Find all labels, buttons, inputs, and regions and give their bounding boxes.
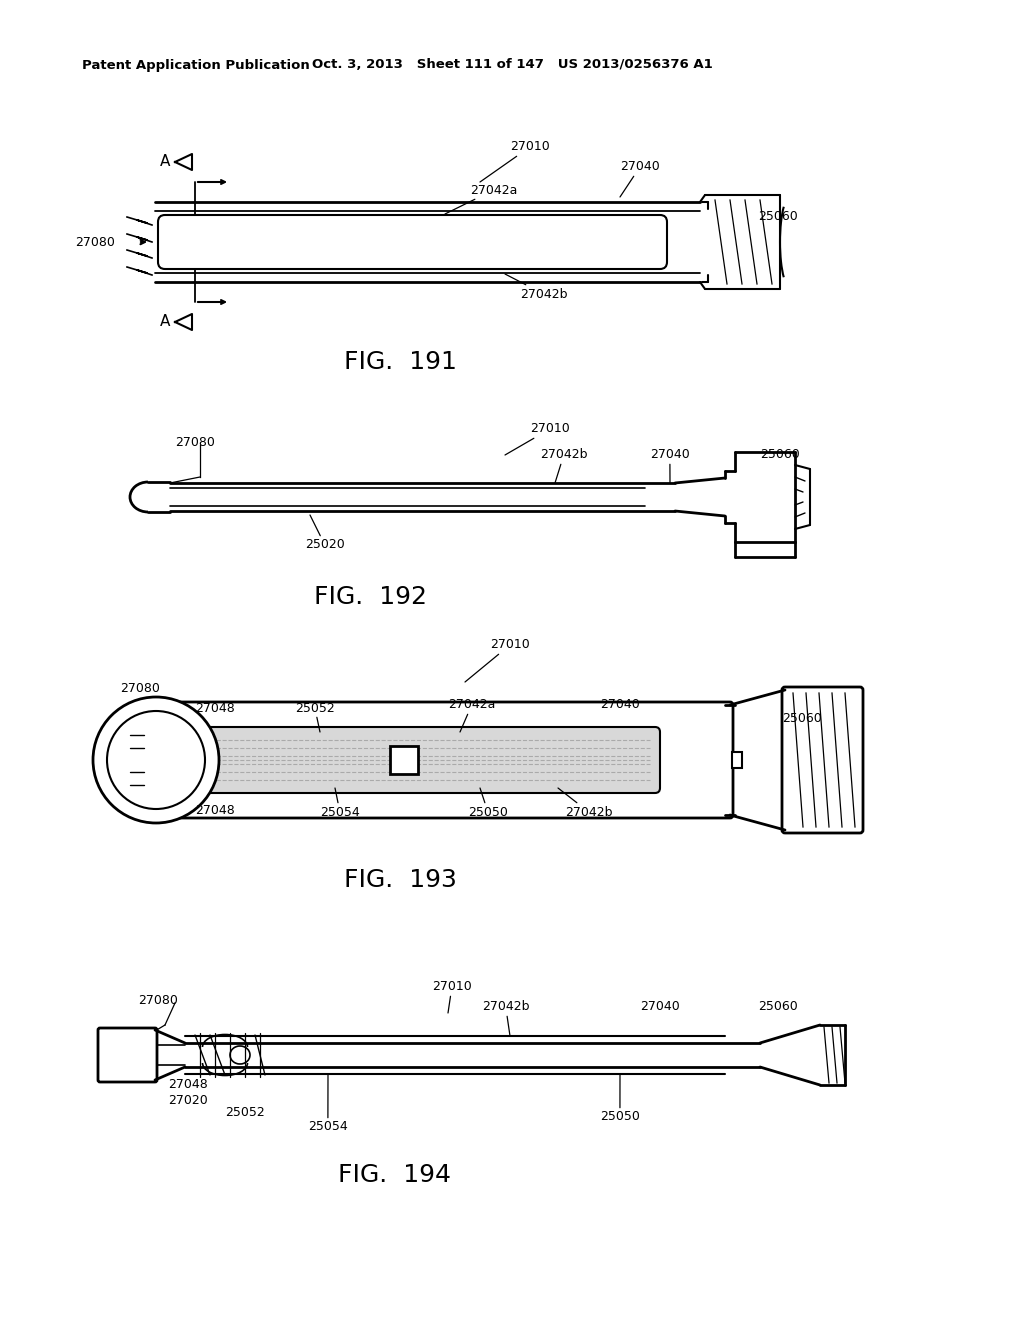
Text: 25054: 25054 <box>319 788 359 818</box>
Text: 27042b: 27042b <box>540 449 588 483</box>
Text: 27042a: 27042a <box>449 698 496 733</box>
Text: 27042b: 27042b <box>505 275 567 301</box>
Text: FIG.  193: FIG. 193 <box>344 869 457 892</box>
FancyBboxPatch shape <box>158 215 667 269</box>
Text: 25050: 25050 <box>600 1074 640 1123</box>
Text: 25052: 25052 <box>295 701 335 733</box>
FancyBboxPatch shape <box>170 727 660 793</box>
Text: FIG.  191: FIG. 191 <box>344 350 457 374</box>
Text: FIG.  192: FIG. 192 <box>313 585 427 609</box>
Text: 25060: 25060 <box>782 711 821 725</box>
Text: 25060: 25060 <box>758 210 798 223</box>
Text: 27048: 27048 <box>168 1078 208 1092</box>
Text: 25060: 25060 <box>760 449 800 462</box>
Text: 27042b: 27042b <box>558 788 612 818</box>
Bar <box>390 746 418 774</box>
Text: 27080: 27080 <box>175 436 215 449</box>
Text: 27080: 27080 <box>75 235 115 248</box>
Text: 27040: 27040 <box>650 449 690 483</box>
Text: FIG.  194: FIG. 194 <box>339 1163 452 1187</box>
Text: A: A <box>160 154 170 169</box>
Text: 27080: 27080 <box>138 994 178 1006</box>
Circle shape <box>106 711 205 809</box>
Text: 27040: 27040 <box>600 698 640 711</box>
Text: 25052: 25052 <box>225 1106 265 1119</box>
Text: 27010: 27010 <box>432 981 472 1012</box>
FancyBboxPatch shape <box>782 686 863 833</box>
Text: 27040: 27040 <box>640 1001 680 1014</box>
Text: A: A <box>160 314 170 330</box>
Text: 27042b: 27042b <box>482 1001 529 1036</box>
Circle shape <box>93 697 219 822</box>
FancyBboxPatch shape <box>98 1028 157 1082</box>
Bar <box>732 752 742 768</box>
Text: 27010: 27010 <box>465 639 529 682</box>
Text: 27040: 27040 <box>620 161 659 197</box>
Text: 27080: 27080 <box>120 681 160 694</box>
Text: Patent Application Publication: Patent Application Publication <box>82 58 309 71</box>
Text: Oct. 3, 2013   Sheet 111 of 147   US 2013/0256376 A1: Oct. 3, 2013 Sheet 111 of 147 US 2013/02… <box>311 58 713 71</box>
Text: 27048: 27048 <box>195 804 234 817</box>
Text: 25020: 25020 <box>305 515 345 552</box>
Text: 27048: 27048 <box>195 701 234 714</box>
Text: 27042a: 27042a <box>445 183 517 214</box>
Text: 27020: 27020 <box>168 1093 208 1106</box>
Text: 25060: 25060 <box>758 1001 798 1014</box>
Text: 27010: 27010 <box>505 422 569 455</box>
Text: 25061: 25061 <box>339 238 381 251</box>
Text: 25050: 25050 <box>468 788 508 818</box>
FancyBboxPatch shape <box>152 702 733 818</box>
Text: 27010: 27010 <box>480 140 550 182</box>
Text: 25054: 25054 <box>308 1074 348 1134</box>
